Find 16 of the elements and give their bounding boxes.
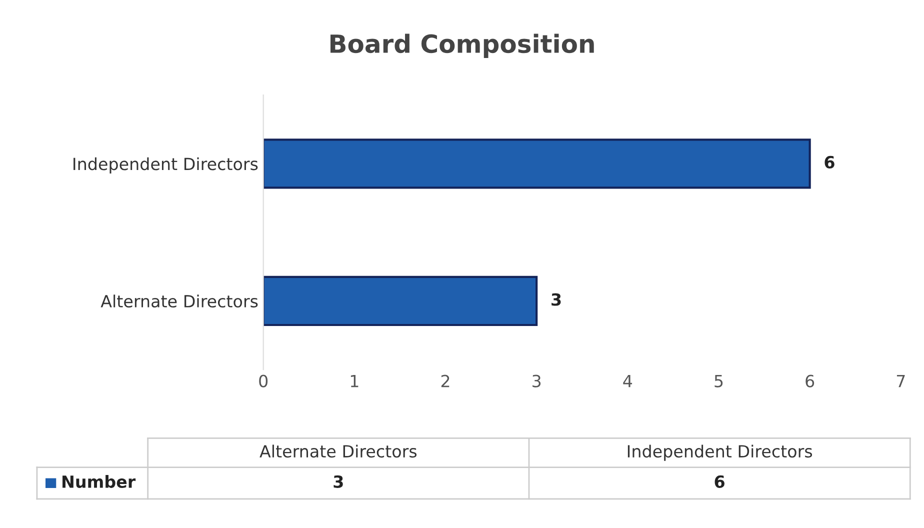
- x-tick-label: 1: [350, 374, 358, 388]
- x-tick-label: 7: [896, 374, 905, 388]
- x-tick-label: 5: [714, 374, 723, 388]
- chart-title: Board Composition: [330, 34, 594, 58]
- legend-label: Number: [62, 475, 136, 488]
- text: 3: [334, 475, 343, 488]
- x-tick-label: 0: [259, 374, 268, 388]
- category-label: Independent Directors: [628, 444, 812, 461]
- x-tick-label: 2: [441, 374, 450, 388]
- x-tick-label: 3: [532, 374, 541, 388]
- text: 6: [714, 475, 724, 488]
- data-label: 3: [552, 293, 561, 306]
- data-label: 6: [824, 156, 834, 169]
- x-tick-label: 6: [806, 374, 814, 388]
- category-label: Alternate Directors: [260, 444, 417, 458]
- x-tick-label: 4: [623, 374, 632, 388]
